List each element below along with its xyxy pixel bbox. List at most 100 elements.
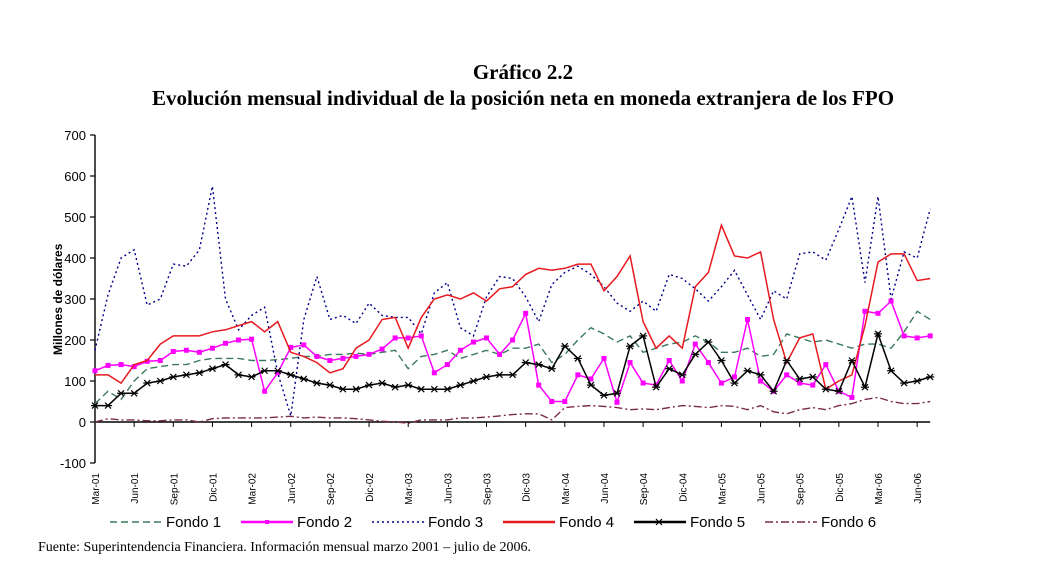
data-point	[482, 373, 491, 381]
figure-number: Gráfico 2.2	[472, 60, 574, 84]
y-axis-label: Millones de dólares	[51, 243, 65, 355]
data-point	[743, 367, 752, 375]
data-point	[236, 337, 242, 343]
data-point	[314, 353, 320, 359]
data-point	[143, 379, 152, 387]
data-point	[117, 389, 126, 397]
series-line	[95, 222, 931, 391]
legend-label: Fondo 5	[690, 514, 745, 531]
data-point	[353, 353, 359, 359]
legend-label: Fondo 4	[559, 514, 614, 531]
data-point	[745, 317, 750, 322]
x-tick-label: Sep-05	[796, 473, 807, 506]
data-point	[665, 365, 674, 373]
data-point	[588, 376, 594, 382]
data-point	[301, 342, 307, 348]
x-tick-label: Sep-04	[639, 473, 650, 506]
x-tick-label: Jun-01	[130, 473, 141, 504]
data-point	[847, 357, 856, 364]
legend-label: Fondo 1	[166, 514, 221, 531]
data-point	[795, 375, 804, 383]
data-point	[730, 379, 739, 387]
data-point	[417, 385, 426, 393]
data-point	[614, 399, 620, 405]
y-tick-label: 600	[64, 169, 86, 184]
data-point	[782, 357, 791, 364]
data-point	[443, 385, 452, 393]
data-point	[678, 371, 687, 379]
data-point	[808, 373, 817, 381]
data-point	[169, 373, 178, 381]
series-fondo-6	[94, 396, 931, 424]
chart-title: Evolución mensual individual de la posic…	[151, 86, 895, 110]
data-point	[586, 381, 595, 389]
x-tick-label: Sep-02	[326, 473, 337, 506]
series-line	[94, 299, 931, 405]
x-tick-label: Mar-03	[404, 473, 415, 505]
y-tick-label: 400	[64, 251, 86, 266]
data-point	[666, 358, 672, 363]
x-tick-label: Jun-05	[757, 473, 768, 504]
data-point	[365, 381, 374, 389]
series-layer	[91, 186, 935, 424]
data-point	[92, 368, 98, 374]
data-point	[914, 335, 920, 341]
data-point	[523, 310, 529, 316]
data-point	[534, 361, 543, 369]
data-point	[601, 355, 607, 361]
data-point	[378, 379, 387, 387]
data-point	[599, 391, 608, 399]
x-tick-label: Mar-04	[561, 473, 572, 505]
data-point	[810, 382, 816, 388]
data-point	[288, 344, 294, 350]
data-point	[130, 389, 139, 397]
x-tick-label: Dic-01	[208, 473, 219, 502]
data-point	[756, 371, 765, 379]
data-point	[209, 345, 215, 351]
y-tick-label: 0	[79, 415, 86, 430]
data-point	[901, 333, 907, 339]
data-point	[652, 383, 661, 391]
series-line	[94, 310, 931, 405]
y-tick-label: 100	[64, 374, 86, 389]
data-point	[888, 298, 894, 304]
data-point	[547, 365, 556, 373]
data-point	[758, 378, 764, 384]
data-point	[247, 373, 256, 381]
data-point	[821, 385, 830, 393]
legend-label: Fondo 6	[821, 514, 876, 531]
data-point	[183, 347, 189, 353]
legend-item-fondo-6: Fondo 6	[765, 514, 876, 531]
data-point	[444, 362, 450, 368]
x-tick-label: Jun-04	[600, 473, 611, 504]
data-point	[470, 339, 476, 345]
data-point	[510, 337, 516, 343]
x-tick-label: Sep-03	[483, 473, 494, 506]
data-point	[508, 371, 517, 379]
data-point	[221, 361, 230, 369]
data-point	[913, 377, 922, 385]
series-fondo-2	[92, 298, 933, 405]
data-point	[926, 373, 935, 381]
data-point	[196, 349, 202, 355]
data-point	[797, 380, 803, 386]
y-tick-label: 300	[64, 292, 86, 307]
legend-marker	[655, 518, 663, 526]
y-tick-label: 700	[64, 128, 86, 143]
data-point	[640, 380, 646, 386]
data-point	[404, 381, 413, 389]
data-point	[717, 357, 726, 364]
data-point	[573, 355, 582, 362]
data-point	[327, 358, 333, 363]
legend-marker	[265, 520, 269, 524]
data-point	[705, 360, 711, 366]
data-point	[431, 370, 437, 376]
legend-label: Fondo 2	[297, 514, 352, 531]
data-point	[392, 335, 398, 341]
data-point	[927, 333, 933, 339]
data-point	[340, 355, 346, 361]
data-point	[131, 364, 137, 370]
data-point	[456, 381, 465, 389]
data-point	[718, 380, 724, 386]
